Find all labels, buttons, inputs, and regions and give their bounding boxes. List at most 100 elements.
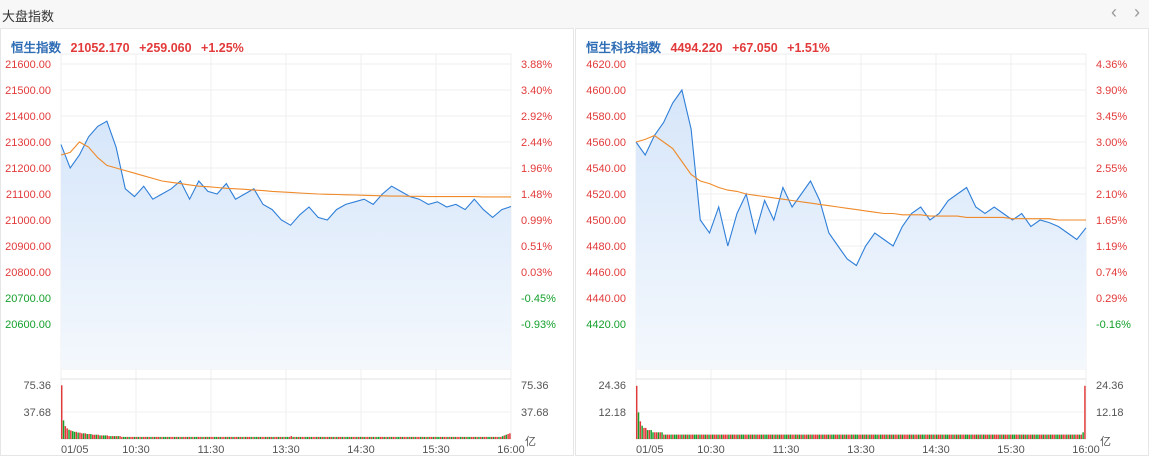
- volume-bar: [459, 436, 462, 439]
- volume-bar: [472, 436, 475, 439]
- volume-bar: [1053, 434, 1055, 439]
- y-tick-label-pct: 0.74%: [1096, 267, 1127, 279]
- volume-bar: [928, 434, 931, 439]
- volume-bar: [268, 436, 271, 439]
- volume-bar: [1064, 434, 1066, 439]
- volume-bar: [88, 434, 90, 439]
- volume-bar: [110, 436, 112, 439]
- index-name: 恒生科技指数: [586, 41, 662, 55]
- y-tick-label-pct: 2.55%: [1096, 163, 1127, 175]
- volume-bar: [161, 436, 163, 439]
- y-tick-label-pct: 2.44%: [521, 137, 552, 149]
- volume-bar: [150, 436, 152, 439]
- volume-bar: [825, 434, 828, 439]
- volume-bar: [390, 436, 393, 439]
- volume-bar: [1075, 434, 1077, 439]
- volume-bar: [1013, 434, 1016, 439]
- volume-bar: [728, 434, 730, 439]
- volume-bar: [861, 434, 864, 439]
- volume-bar: [330, 436, 333, 439]
- volume-bar: [663, 434, 665, 439]
- section-title: 大盘指数: [2, 9, 55, 24]
- volume-bar: [742, 434, 745, 439]
- volume-bar: [221, 436, 223, 439]
- volume-bar: [432, 436, 435, 439]
- volume-bar: [889, 434, 891, 439]
- volume-bar: [285, 436, 287, 439]
- volume-bar: [91, 434, 94, 439]
- volume-bar: [232, 436, 234, 439]
- volume-bar: [194, 436, 196, 439]
- volume-bar: [177, 436, 180, 439]
- volume-bar: [454, 436, 456, 439]
- volume-bar: [657, 432, 660, 439]
- volume-bar: [155, 436, 158, 439]
- volume-tick-label: 24.36: [598, 380, 626, 392]
- volume-bar: [1040, 434, 1043, 439]
- volume-bar: [334, 436, 336, 439]
- volume-bar: [121, 436, 123, 439]
- volume-bar: [780, 434, 783, 439]
- volume-bar: [981, 434, 983, 439]
- volume-bar: [805, 434, 808, 439]
- volume-bar: [925, 434, 927, 439]
- volume-bar: [228, 436, 231, 439]
- y-tick-label-pct: 3.88%: [521, 59, 552, 71]
- volume-bar: [937, 434, 940, 439]
- volume-bar: [425, 436, 427, 439]
- volume-bar: [201, 436, 203, 439]
- volume-bar: [992, 434, 994, 439]
- y-tick-label-pct: 0.51%: [521, 241, 552, 253]
- volume-bar: [948, 434, 951, 439]
- volume-bar: [470, 436, 473, 439]
- volume-bar: [124, 436, 127, 439]
- chevron-right-icon[interactable]: ›: [1134, 2, 1140, 22]
- volume-bar: [722, 434, 725, 439]
- volume-bar: [946, 434, 949, 439]
- volume-bar: [811, 434, 813, 439]
- volume-bar: [870, 434, 873, 439]
- volume-bar: [988, 434, 990, 439]
- x-tick-label: 10:30: [122, 444, 150, 456]
- volume-bar: [175, 436, 178, 439]
- volume-bar: [760, 434, 763, 439]
- volume-bar: [807, 434, 810, 439]
- volume-bar: [183, 436, 185, 439]
- volume-bar: [385, 436, 387, 439]
- volume-bar: [275, 436, 278, 439]
- volume-bar: [648, 430, 651, 439]
- volume-bar: [119, 436, 121, 439]
- volume-bar: [908, 434, 911, 439]
- volume-bar: [367, 436, 369, 439]
- volume-bar: [744, 434, 746, 439]
- volume-bar: [412, 436, 415, 439]
- volume-bar: [476, 436, 478, 439]
- volume-bar: [308, 436, 311, 439]
- volume-bar: [1006, 434, 1008, 439]
- volume-bar: [414, 436, 416, 439]
- volume-bar: [912, 434, 914, 439]
- volume-bar: [224, 436, 227, 439]
- volume-bar: [179, 436, 181, 439]
- volume-bar: [168, 436, 170, 439]
- chevron-left-icon[interactable]: ‹: [1111, 2, 1117, 22]
- volume-bar: [984, 434, 987, 439]
- volume-bar: [270, 436, 272, 439]
- volume-bar: [1066, 434, 1068, 439]
- volume-bar: [368, 436, 371, 439]
- volume-bar: [181, 436, 183, 439]
- volume-bar: [296, 436, 298, 439]
- average-line: [635, 134, 1086, 221]
- y-tick-label: 21000.00: [5, 215, 51, 227]
- volume-bar: [762, 434, 764, 439]
- volume-bar: [144, 436, 147, 439]
- volume-bar: [452, 436, 455, 439]
- volume-bar: [952, 434, 954, 439]
- volume-bar: [347, 436, 349, 439]
- x-tick-label: 15:30: [422, 444, 450, 456]
- volume-bar: [791, 434, 793, 439]
- volume-bar: [645, 427, 647, 439]
- volume-bar: [1028, 434, 1030, 439]
- volume-bar: [733, 434, 736, 439]
- volume-bar: [219, 436, 221, 439]
